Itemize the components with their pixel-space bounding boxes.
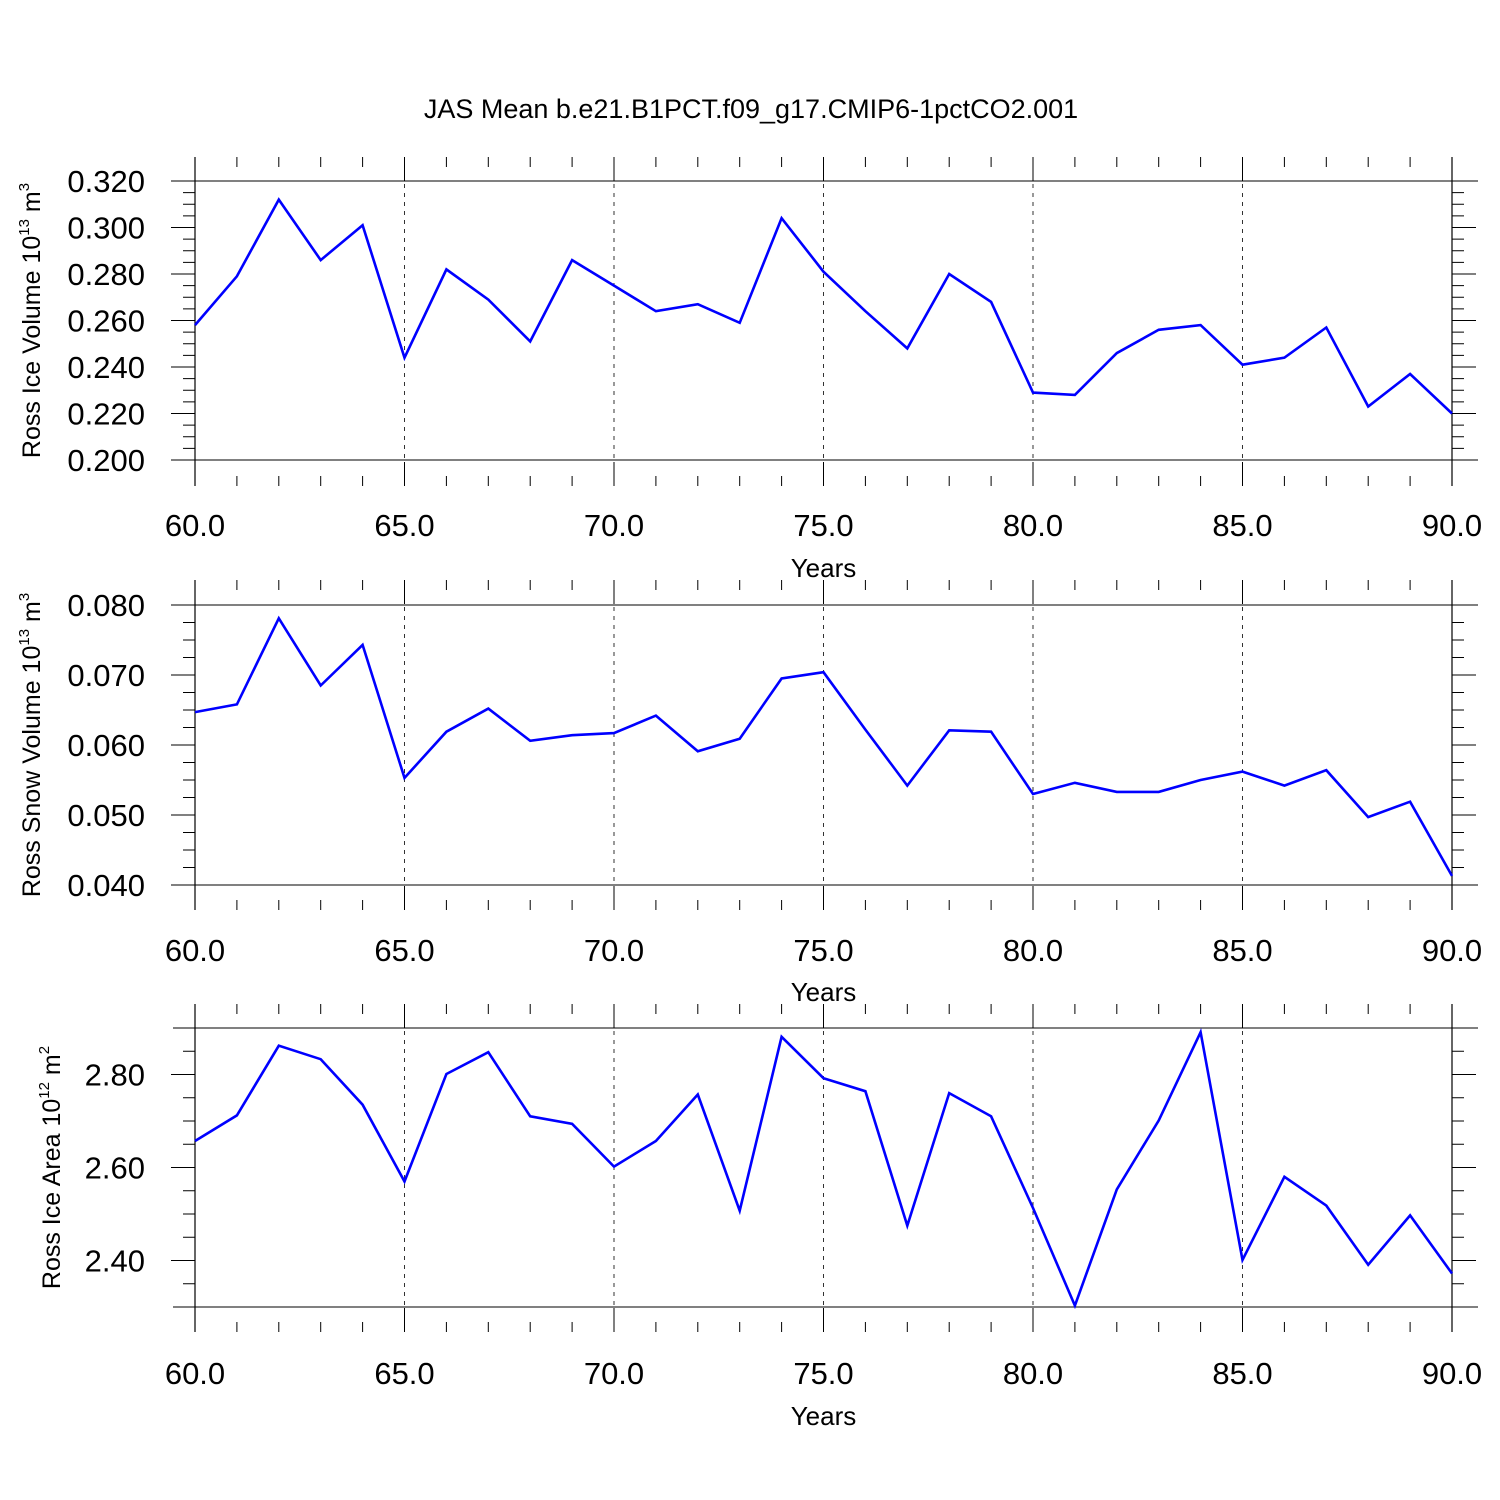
y-axis-title-unit-exponent: 3	[16, 593, 33, 601]
x-tick-label: 85.0	[1212, 508, 1272, 543]
y-axis-title-unit-exponent: 2	[36, 1046, 53, 1054]
series-line	[194, 1028, 1454, 1310]
y-axis-title-unit-exponent: 3	[16, 183, 33, 191]
x-tick-label: 70.0	[584, 1356, 644, 1391]
x-tick-label: 85.0	[1212, 933, 1272, 968]
y-tick-label: 0.240	[67, 350, 145, 385]
x-tick-label: 90.0	[1422, 933, 1482, 968]
x-tick-label: 90.0	[1422, 1356, 1482, 1391]
x-axis-title: Years	[791, 553, 857, 583]
y-tick-label: 2.40	[85, 1244, 145, 1279]
y-tick-label: 0.280	[67, 257, 145, 292]
y-axis-title: Ross Snow Volume 1013 m3	[16, 593, 46, 897]
y-tick-label: 0.080	[67, 588, 145, 623]
y-axis-title: Ross Ice Area 1012 m2	[36, 1046, 66, 1289]
x-tick-label: 85.0	[1212, 1356, 1272, 1391]
y-tick-label: 0.060	[67, 728, 145, 763]
chart-panel-2: 0.040 0.050 0.060 0.070 0.080 60.0 65.0 70.0 75.…	[16, 580, 1482, 1007]
series-line	[194, 197, 1453, 415]
y-axis-title-prefix: Ross Ice Area 10	[38, 1099, 66, 1289]
x-tick-label: 60.0	[165, 508, 225, 543]
y-axis-title-unit: m	[18, 601, 46, 629]
y-tick-label: 0.260	[67, 304, 145, 339]
x-tick-label: 60.0	[165, 1356, 225, 1391]
x-tick-label: 60.0	[165, 933, 225, 968]
x-tick-label: 65.0	[374, 1356, 434, 1391]
y-tick-label: 0.070	[67, 658, 145, 693]
x-tick-label: 65.0	[374, 933, 434, 968]
y-axis-title-exponent: 12	[36, 1082, 53, 1099]
y-tick-label: 0.200	[67, 443, 145, 478]
x-tick-label: 75.0	[793, 1356, 853, 1391]
x-axis-title: Years	[791, 977, 857, 1007]
y-tick-label: 0.220	[67, 397, 145, 432]
x-axis-title: Years	[791, 1401, 857, 1431]
y-tick-label: 2.60	[85, 1151, 145, 1186]
y-axis-title: Ross Ice Volume 1013 m3	[16, 183, 46, 458]
y-axis-title-unit: m	[18, 191, 46, 219]
chart-panel-1: 0.200 0.220 0.240 0.260 0.280 0.300 0.320 60.0 6…	[16, 157, 1482, 583]
x-tick-label: 70.0	[584, 508, 644, 543]
y-tick-label: 0.050	[67, 798, 145, 833]
series-line	[194, 615, 1454, 877]
x-tick-label: 65.0	[374, 508, 434, 543]
x-tick-label: 75.0	[793, 508, 853, 543]
y-tick-label: 0.320	[67, 164, 145, 199]
x-tick-label: 90.0	[1422, 508, 1482, 543]
chart-panel-3: 2.40 2.60 2.80 60.0 65.0 70.0 75.0 80.0 85.0 90.0…	[36, 1004, 1482, 1431]
x-tick-label: 70.0	[584, 933, 644, 968]
x-tick-label: 80.0	[1003, 933, 1063, 968]
y-axis-title-prefix: Ross Ice Volume 10	[18, 236, 46, 458]
y-tick-label: 2.80	[85, 1058, 145, 1093]
y-tick-label: 0.300	[67, 211, 145, 246]
y-axis-title-unit: m	[38, 1054, 66, 1082]
y-tick-label: 0.040	[67, 868, 145, 903]
y-axis-title-exponent: 13	[16, 219, 33, 236]
x-tick-label: 80.0	[1003, 508, 1063, 543]
y-axis-title-exponent: 13	[16, 629, 33, 646]
x-tick-label: 80.0	[1003, 1356, 1063, 1391]
y-axis-title-prefix: Ross Snow Volume 10	[18, 646, 46, 898]
x-tick-label: 75.0	[793, 933, 853, 968]
chart-title: JAS Mean b.e21.B1PCT.f09_g17.CMIP6-1pctC…	[424, 94, 1078, 124]
